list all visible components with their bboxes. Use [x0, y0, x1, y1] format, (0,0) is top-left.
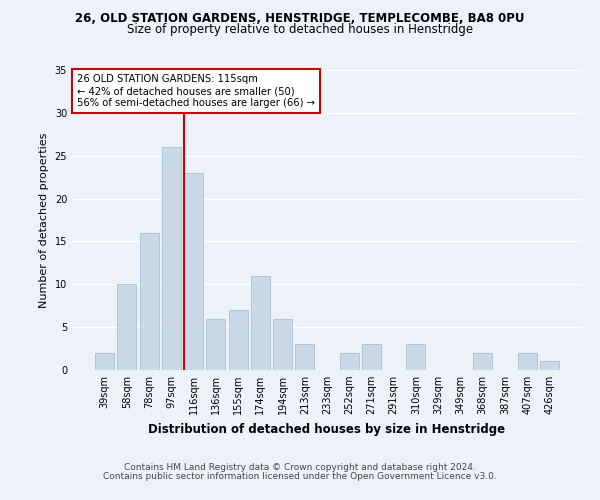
Bar	[518, 353, 536, 370]
Bar	[206, 318, 225, 370]
Text: Contains public sector information licensed under the Open Government Licence v3: Contains public sector information licen…	[103, 472, 497, 481]
Bar	[229, 310, 248, 370]
Bar	[118, 284, 136, 370]
Bar	[184, 173, 203, 370]
Bar	[95, 353, 114, 370]
Bar	[540, 362, 559, 370]
Bar	[340, 353, 359, 370]
Bar	[362, 344, 381, 370]
Bar	[295, 344, 314, 370]
Bar	[406, 344, 425, 370]
Text: 26 OLD STATION GARDENS: 115sqm
← 42% of detached houses are smaller (50)
56% of : 26 OLD STATION GARDENS: 115sqm ← 42% of …	[77, 74, 315, 108]
X-axis label: Distribution of detached houses by size in Henstridge: Distribution of detached houses by size …	[148, 422, 506, 436]
Bar	[162, 147, 181, 370]
Bar	[251, 276, 270, 370]
Bar	[140, 233, 158, 370]
Text: 26, OLD STATION GARDENS, HENSTRIDGE, TEMPLECOMBE, BA8 0PU: 26, OLD STATION GARDENS, HENSTRIDGE, TEM…	[75, 12, 525, 26]
Y-axis label: Number of detached properties: Number of detached properties	[39, 132, 49, 308]
Bar	[473, 353, 492, 370]
Text: Size of property relative to detached houses in Henstridge: Size of property relative to detached ho…	[127, 22, 473, 36]
Text: Contains HM Land Registry data © Crown copyright and database right 2024.: Contains HM Land Registry data © Crown c…	[124, 464, 476, 472]
Bar	[273, 318, 292, 370]
